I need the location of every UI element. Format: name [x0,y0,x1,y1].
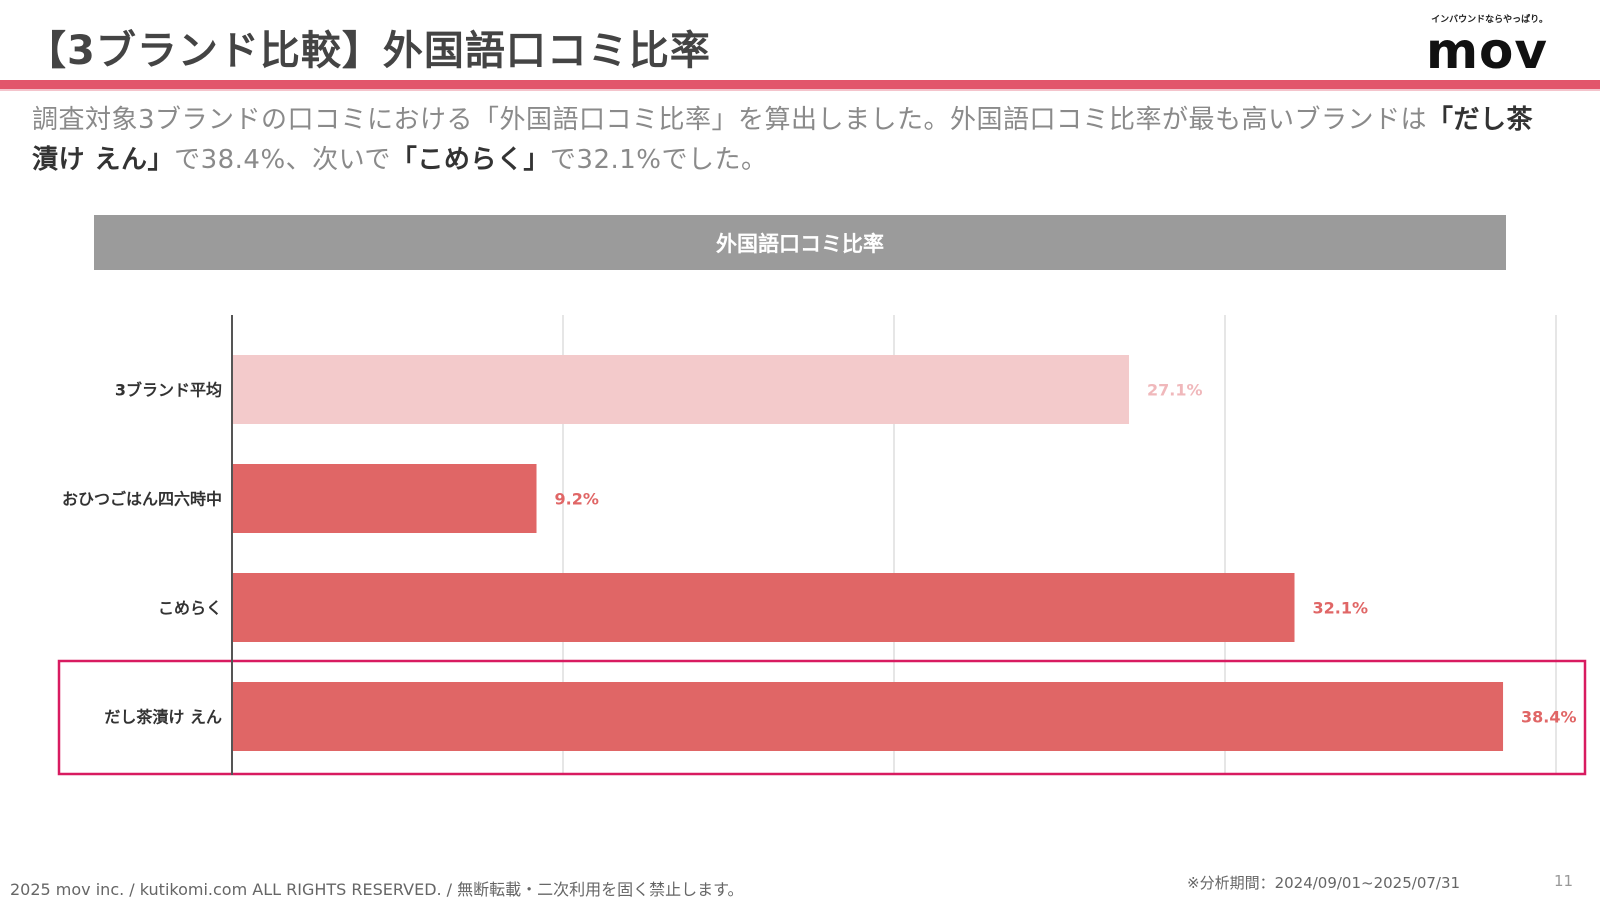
logo-tagline: インバウンドならやっぱり。 [1431,15,1548,25]
header-divider-shadow [0,89,1600,91]
lead-brand-1: 「だし茶漬け えん」 [32,105,1534,175]
bar-1 [232,464,537,533]
bar-3 [232,682,1504,751]
bar-chart: 3ブランド平均 27.1% おひつごはん四六時中 9.2% こめらく 32.1% だし茶漬け… [57,315,1587,776]
page-title: 【3ブランド比較】外国語口コミ比率 [26,28,711,74]
data-label: 27.1% [1147,381,1203,400]
lead-part-1: 調査対象3ブランドの口コミにおける「外国語口コミ比率」を算出しました。外国語口コ… [32,105,1428,135]
lead-brand-2: 「こめらく」 [390,145,550,175]
bar-2 [232,573,1295,642]
bar-0 [232,355,1130,424]
footer-analysis-period: ※分析期間：2024/09/01~2025/07/31 [1187,874,1461,892]
data-label: 32.1% [1313,599,1369,618]
lead-part-2: で38.4%、次いで [174,145,391,175]
footer-copyright: 2025 mov inc. / kutikomi.com ALL RIGHTS … [10,880,744,899]
category-label: だし茶漬け えん [104,708,222,727]
data-label: 9.2% [555,490,599,509]
page-number: 11 [1554,872,1574,890]
logo-mark: mov [1425,22,1548,80]
header-divider [0,80,1600,89]
data-label: 38.4% [1521,708,1577,727]
category-label: 3ブランド平均 [115,381,222,400]
chart-title: 外国語口コミ比率 [94,215,1506,270]
highlight-frame [57,659,1587,776]
category-label: おひつごはん四六時中 [62,490,222,509]
lead-part-3: で32.1%でした。 [549,145,768,175]
category-label: こめらく [158,599,222,618]
brand-logo: インバウンドならやっぱり。 mov [1413,12,1548,77]
lead-text: 調査対象3ブランドの口コミにおける「外国語口コミ比率」を算出しました。外国語口コ… [32,100,1552,180]
